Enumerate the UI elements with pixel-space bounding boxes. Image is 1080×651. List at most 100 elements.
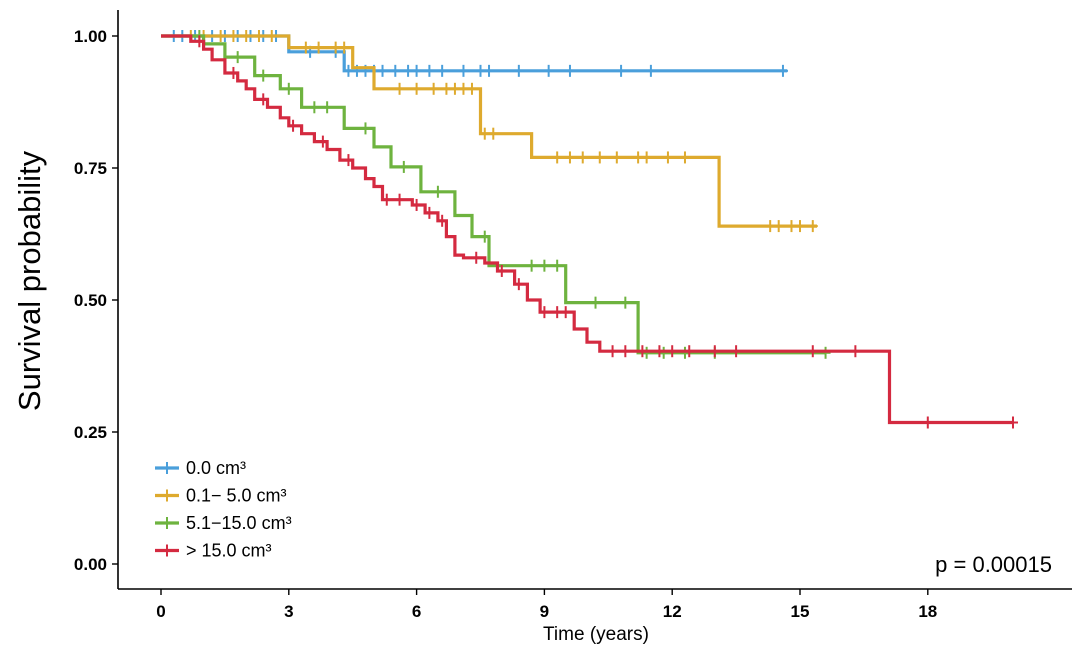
censor-mark [424, 64, 435, 77]
x-ticks: 0 3 6 9 12 15 18 [156, 589, 937, 621]
censor-mark [330, 41, 341, 54]
x-tick-label: 18 [918, 602, 937, 621]
censor-mark [449, 82, 460, 95]
censor-mark [360, 122, 371, 135]
censor-mark [765, 220, 776, 233]
y-tick-label: 0.75 [74, 159, 107, 178]
censor-mark [807, 220, 818, 233]
censor-mark [253, 30, 264, 42]
censor-mark [266, 30, 277, 42]
censor-mark [390, 64, 401, 77]
censor-mark [526, 259, 537, 272]
censor-mark [283, 82, 294, 95]
censor-mark [479, 230, 490, 243]
censor-mark [466, 82, 477, 95]
censor-mark [394, 193, 405, 206]
y-tick-label: 0.25 [74, 423, 107, 442]
censor-mark [300, 41, 311, 54]
censor-mark [258, 69, 269, 82]
survival-curves [161, 30, 1018, 429]
censor-mark [709, 345, 720, 358]
censor-mark [317, 135, 328, 148]
censor-mark [850, 345, 861, 358]
censor-mark [475, 64, 486, 77]
y-tick-label: 0.00 [74, 555, 107, 574]
legend-item: 0.0 cm³ [155, 458, 246, 478]
censor-mark [411, 82, 422, 95]
y-tick-label: 1.00 [74, 27, 107, 46]
censor-mark [773, 220, 784, 233]
censor-mark [228, 30, 239, 42]
censor-mark [411, 64, 422, 77]
censor-mark [552, 151, 563, 164]
censor-mark [194, 35, 205, 48]
survival-curve-line [161, 34, 1013, 425]
censor-mark [564, 151, 575, 164]
censor-mark [620, 345, 631, 358]
series-0-1-5-0-cm [161, 30, 818, 233]
censor-mark [616, 64, 627, 77]
censor-mark [662, 151, 673, 164]
x-axis-title: Time (years) [543, 624, 649, 645]
censor-mark [411, 198, 422, 211]
censor-mark [786, 220, 797, 233]
censor-mark [322, 101, 333, 114]
censor-mark [428, 82, 439, 95]
censor-mark [564, 64, 575, 77]
censor-mark [539, 306, 550, 319]
censor-mark [777, 64, 788, 77]
censor-mark [484, 64, 495, 77]
censor-mark [437, 214, 448, 227]
censor-mark [654, 345, 665, 358]
censor-mark [594, 151, 605, 164]
censor-mark [228, 66, 239, 79]
censor-mark [432, 185, 443, 198]
censor-mark [232, 51, 243, 64]
censor-mark [795, 220, 805, 233]
censor-mark [633, 151, 644, 164]
censor-mark [539, 259, 550, 272]
censor-mark [479, 127, 490, 140]
censor-mark [381, 193, 392, 206]
legend-item: 0.1− 5.0 cm³ [155, 486, 287, 506]
censor-mark [684, 345, 695, 358]
censor-mark [645, 64, 656, 77]
censor-mark [513, 64, 524, 77]
survival-curve-line [161, 34, 826, 355]
censor-mark [258, 93, 269, 106]
p-value-annotation: p = 0.00015 [935, 552, 1052, 577]
censor-mark [607, 345, 618, 358]
censor-mark [398, 160, 409, 173]
x-tick-label: 9 [540, 602, 549, 621]
legend-label: 0.0 cm³ [186, 458, 246, 478]
x-tick-label: 3 [284, 602, 293, 621]
censor-mark [667, 345, 678, 358]
censor-mark [437, 64, 448, 77]
censor-mark [552, 306, 563, 319]
censor-mark [611, 151, 622, 164]
censor-mark [424, 206, 435, 219]
censor-mark [560, 306, 571, 319]
legend: 0.0 cm³ 0.1− 5.0 cm³ 5.1−15.0 cm³ > 15.0 cm… [155, 458, 292, 561]
legend-label: > 15.0 cm³ [186, 541, 272, 561]
censor-mark [339, 41, 350, 54]
legend-item: > 15.0 cm³ [155, 541, 272, 561]
censor-mark [496, 264, 507, 277]
censor-mark [637, 345, 648, 358]
censor-mark [1008, 416, 1018, 429]
censor-mark [343, 154, 354, 167]
censor-mark [620, 296, 631, 309]
censor-mark [215, 30, 226, 42]
censor-mark [543, 64, 554, 77]
censor-mark [313, 41, 324, 54]
survival-curve-line [161, 34, 817, 228]
censor-mark [241, 30, 252, 42]
censor-mark [377, 64, 388, 77]
censor-mark [458, 82, 469, 95]
x-tick-label: 6 [412, 602, 421, 621]
censor-mark [471, 251, 482, 264]
censor-mark [394, 82, 405, 95]
legend-item: 5.1−15.0 cm³ [155, 513, 292, 533]
censor-mark [403, 64, 414, 77]
